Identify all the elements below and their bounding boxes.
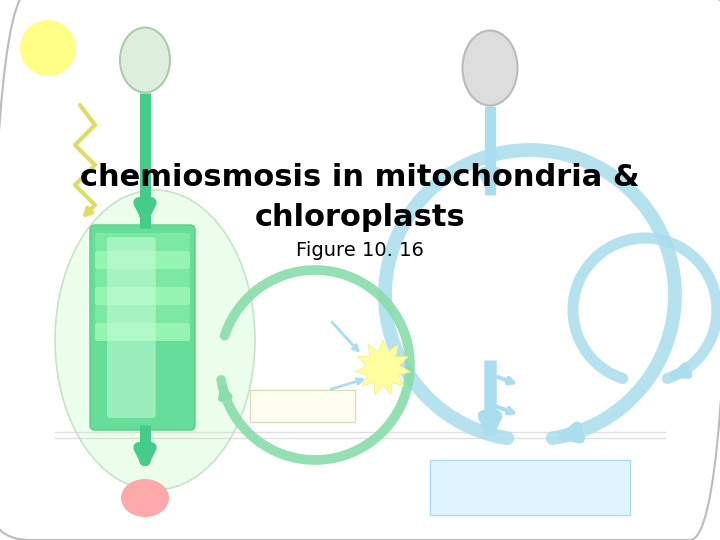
FancyBboxPatch shape: [107, 237, 156, 418]
Text: Figure 10. 16: Figure 10. 16: [296, 240, 424, 260]
FancyBboxPatch shape: [95, 233, 190, 251]
Circle shape: [20, 20, 76, 76]
Ellipse shape: [462, 30, 518, 105]
Ellipse shape: [121, 479, 169, 517]
FancyBboxPatch shape: [95, 323, 190, 341]
FancyBboxPatch shape: [95, 269, 190, 287]
FancyBboxPatch shape: [90, 225, 195, 430]
Polygon shape: [355, 340, 410, 395]
Bar: [250, 390, 355, 422]
Text: chemiosmosis in mitochondria &: chemiosmosis in mitochondria &: [80, 164, 640, 192]
Ellipse shape: [55, 190, 255, 490]
FancyBboxPatch shape: [95, 305, 190, 323]
Text: chloroplasts: chloroplasts: [255, 204, 465, 233]
Ellipse shape: [120, 28, 170, 92]
Bar: [430, 460, 630, 515]
FancyBboxPatch shape: [95, 251, 190, 269]
FancyBboxPatch shape: [95, 287, 190, 305]
